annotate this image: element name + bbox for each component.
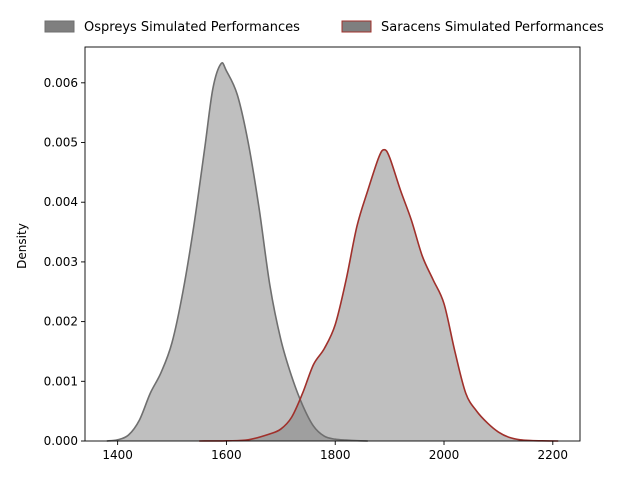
x-tick-label: 1600 bbox=[211, 448, 242, 462]
plot-frame bbox=[84, 46, 581, 442]
axes: 1400 1600 1800 2000 2200 0.000 0.001 0.002 0.003… bbox=[44, 46, 581, 462]
density-line-series-2 bbox=[199, 148, 559, 442]
x-tick-label: 2000 bbox=[429, 448, 460, 462]
x-tick-label: 1800 bbox=[320, 448, 351, 462]
density-lines bbox=[106, 62, 559, 442]
y-tick-label: 0.006 bbox=[44, 76, 78, 90]
y-tick-label: 0.005 bbox=[44, 136, 78, 150]
y-axis-label: Density bbox=[15, 223, 29, 269]
density-fills bbox=[106, 62, 559, 441]
legend-swatch-series-2 bbox=[341, 20, 372, 33]
y-tick-label: 0.002 bbox=[44, 315, 78, 329]
legend-label-series-2: Saracens Simulated Performances bbox=[381, 20, 604, 35]
x-tick-label: 2200 bbox=[538, 448, 569, 462]
density-area-series-2 bbox=[199, 149, 559, 441]
y-tick-label: 0.000 bbox=[44, 434, 78, 448]
legend-label-series-1: Ospreys Simulated Performances bbox=[84, 20, 300, 35]
legend: Ospreys Simulated Performances Saracens S… bbox=[44, 20, 604, 35]
legend-swatch-series-1 bbox=[44, 20, 75, 33]
y-tick-label: 0.003 bbox=[44, 255, 78, 269]
x-tick-label: 1400 bbox=[102, 448, 133, 462]
density-area-series-1 bbox=[106, 62, 368, 441]
y-tick-label: 0.001 bbox=[44, 374, 78, 388]
y-tick-label: 0.004 bbox=[44, 195, 78, 209]
density-line-series-1 bbox=[106, 62, 368, 442]
